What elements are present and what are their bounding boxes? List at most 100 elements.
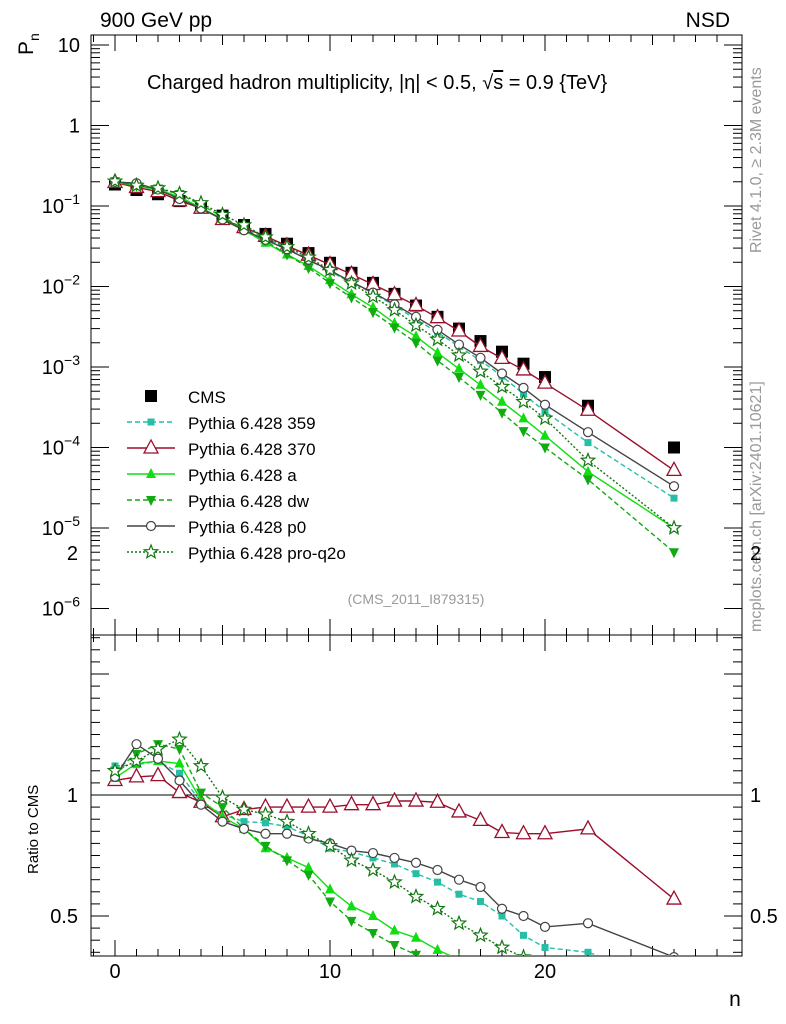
ratio-point-pythia-6-428-359 — [584, 948, 592, 955]
ratio-point-pythia-6-428-359 — [412, 870, 420, 878]
main-point-pythia-6-428-p0 — [518, 382, 529, 394]
main-y-tick-label-base: 10 — [58, 35, 80, 57]
ratio-point-pythia-6-428-a — [432, 943, 443, 954]
ratio-point-pythia-6-428-dw — [282, 856, 292, 867]
main-y-tick-label-base: 10 — [42, 196, 64, 218]
legend-label-pythia-6-428-370: Pythia 6.428 370 — [188, 440, 316, 459]
main-y-tick-label: 10−4 — [42, 433, 80, 460]
main-point-pythia-6-428-p0 — [668, 481, 680, 492]
main-point-pythia-6-428-dw — [303, 263, 314, 274]
ratio-point-pythia-6-428-p0 — [582, 918, 594, 929]
ratio-point-pythia-6-428-pro-q2o — [343, 851, 360, 868]
main-point-pythia-6-428-dw — [432, 356, 443, 367]
main-y-tick-label: 10−1 — [42, 191, 80, 218]
main-point-pythia-6-428-a — [454, 362, 464, 373]
main-point-pythia-6-428-370 — [450, 321, 468, 337]
ratio-point-pythia-6-428-359 — [176, 769, 183, 777]
x-tick-label: 10 — [319, 961, 341, 983]
main-point-pythia-6-428-pro-q2o — [407, 316, 425, 333]
ratio-point-pythia-6-428-p0 — [389, 852, 400, 864]
main-point-pythia-6-428-p0 — [496, 368, 508, 379]
ratio-point-pythia-6-428-p0 — [131, 739, 142, 750]
main-point-pythia-6-428-pro-q2o — [579, 451, 597, 468]
legend-label-cms: CMS — [188, 388, 226, 407]
main-point-pythia-6-428-a — [518, 412, 529, 423]
ratio-point-pythia-6-428-dw — [368, 928, 378, 939]
ratio-point-pythia-6-428-dw — [519, 997, 529, 1007]
ratio-point-pythia-6-428-pro-q2o — [278, 812, 296, 829]
ratio-point-pythia-6-428-dw — [346, 916, 357, 927]
main-series-group — [106, 172, 683, 559]
ratio-point-pythia-6-428-370 — [278, 797, 296, 813]
ratio-point-pythia-6-428-pro-q2o — [515, 948, 532, 955]
ratio-y-tick-label: 2 — [67, 543, 78, 565]
ratio-point-pythia-6-428-a — [540, 987, 550, 997]
main-point-pythia-6-428-a — [475, 378, 486, 389]
ratio-point-pythia-6-428-dw — [476, 982, 486, 992]
legend-marker-pythia-6-428-pro-q2o — [142, 543, 160, 560]
main-point-pythia-6-428-pro-q2o — [493, 378, 511, 394]
title-s: s — [493, 72, 503, 94]
title-eta: |η| < 0.5, — [399, 72, 482, 94]
legend-label-pythia-6-428-dw: Pythia 6.428 dw — [188, 492, 310, 511]
ratio-point-pythia-6-428-dw — [217, 803, 228, 814]
main-point-pythia-6-428-pro-q2o — [386, 301, 403, 318]
main-point-pythia-6-428-dw — [325, 279, 335, 290]
ratio-point-pythia-6-428-370 — [149, 766, 167, 782]
ratio-point-pythia-6-428-pro-q2o — [429, 900, 446, 916]
ratio-point-pythia-6-428-a — [669, 1007, 679, 1017]
main-point-pythia-6-428-dw — [518, 427, 529, 438]
main-y-tick-label-base: 10 — [42, 277, 64, 299]
x-tick-label: 0 — [109, 961, 120, 983]
ratio-point-pythia-6-428-370 — [386, 791, 403, 807]
ratio-point-pythia-6-428-p0 — [496, 903, 508, 914]
ratio-point-pythia-6-428-370 — [171, 783, 188, 799]
main-point-pythia-6-428-dw — [475, 390, 486, 401]
main-y-tick-label-base: 10 — [42, 438, 64, 460]
ratio-point-pythia-6-428-p0 — [669, 952, 679, 955]
ratio-point-pythia-6-428-359 — [434, 878, 441, 886]
header-left-label: 900 GeV pp — [100, 9, 212, 32]
ratio-point-pythia-6-428-a — [476, 961, 486, 971]
main-point-pythia-6-428-a — [540, 429, 550, 440]
main-point-pythia-6-428-370 — [515, 360, 532, 376]
main-point-pythia-6-428-pro-q2o — [257, 228, 274, 245]
ratio-point-pythia-6-428-370 — [321, 797, 339, 813]
ratio-point-pythia-6-428-p0 — [195, 799, 207, 810]
ratio-point-pythia-6-428-a — [368, 910, 378, 920]
ratio-point-pythia-6-428-pro-q2o — [300, 825, 317, 841]
main-point-pythia-6-428-pro-q2o — [106, 172, 124, 189]
main-point-pythia-6-428-pro-q2o — [300, 248, 317, 265]
ratio-point-pythia-6-428-370 — [493, 823, 511, 839]
main-point-pythia-6-428-370 — [493, 348, 511, 365]
ratio-point-pythia-6-428-359 — [262, 819, 269, 827]
ratio-point-pythia-6-428-pro-q2o — [257, 805, 274, 822]
x-tick-label: 20 — [534, 961, 556, 983]
ratio-point-pythia-6-428-370 — [128, 767, 145, 783]
ratio-y-tick-label-right: 2 — [750, 543, 761, 565]
legend-marker-pythia-6-428-370 — [142, 438, 160, 454]
ratio-point-pythia-6-428-p0 — [475, 881, 486, 893]
ratio-point-pythia-6-428-pro-q2o — [171, 730, 188, 747]
main-point-pythia-6-428-pro-q2o — [364, 287, 382, 304]
main-y-tick-label: 10−3 — [42, 352, 80, 379]
main-point-pythia-6-428-370 — [407, 296, 425, 312]
main-y-tick-label: 10−5 — [42, 513, 80, 540]
main-point-pythia-6-428-359 — [670, 494, 678, 502]
title-suffix: = 0.9 {TeV} — [503, 72, 607, 94]
main-point-pythia-6-428-pro-q2o — [343, 274, 360, 291]
ratio-point-pythia-6-428-370 — [665, 889, 683, 905]
main-point-pythia-6-428-pro-q2o — [321, 261, 339, 277]
ratio-point-pythia-6-428-dw — [325, 897, 335, 908]
ratio-point-pythia-6-428-dw — [303, 870, 314, 881]
main-point-pythia-6-428-pro-q2o — [429, 330, 446, 347]
ratio-point-pythia-6-428-p0 — [410, 857, 422, 868]
ratio-point-pythia-6-428-pro-q2o — [364, 861, 382, 878]
ratio-point-pythia-6-428-370 — [472, 811, 489, 827]
ratio-point-pythia-6-428-370 — [515, 824, 532, 840]
ratio-point-pythia-6-428-a — [411, 931, 421, 942]
ratio-y-tick-labels: 0.5 0.5 1 1 2 2 — [50, 543, 778, 928]
ratio-point-pythia-6-428-a — [174, 757, 185, 768]
main-point-pythia-6-428-pro-q2o — [515, 393, 532, 409]
